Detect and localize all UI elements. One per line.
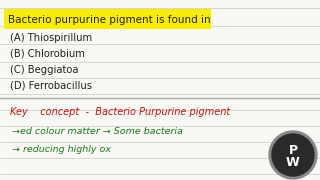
Text: (B) Chlorobium: (B) Chlorobium — [10, 49, 85, 59]
Text: (C) Beggiatoa: (C) Beggiatoa — [10, 65, 78, 75]
Text: W: W — [286, 156, 300, 168]
Text: →ed colour matter → Some bacteria: →ed colour matter → Some bacteria — [12, 127, 183, 136]
FancyBboxPatch shape — [4, 9, 211, 29]
Text: (A) Thiospirillum: (A) Thiospirillum — [10, 33, 92, 43]
Text: P: P — [288, 143, 298, 156]
Circle shape — [272, 134, 314, 176]
Text: (D) Ferrobacillus: (D) Ferrobacillus — [10, 81, 92, 91]
Text: → reducing highly ox: → reducing highly ox — [12, 145, 111, 154]
Text: Bacterio purpurine pigment is found in: Bacterio purpurine pigment is found in — [8, 15, 211, 25]
Text: Key    concept  -  Bacterio Purpurine pigment: Key concept - Bacterio Purpurine pigment — [10, 107, 230, 117]
Circle shape — [269, 131, 317, 179]
